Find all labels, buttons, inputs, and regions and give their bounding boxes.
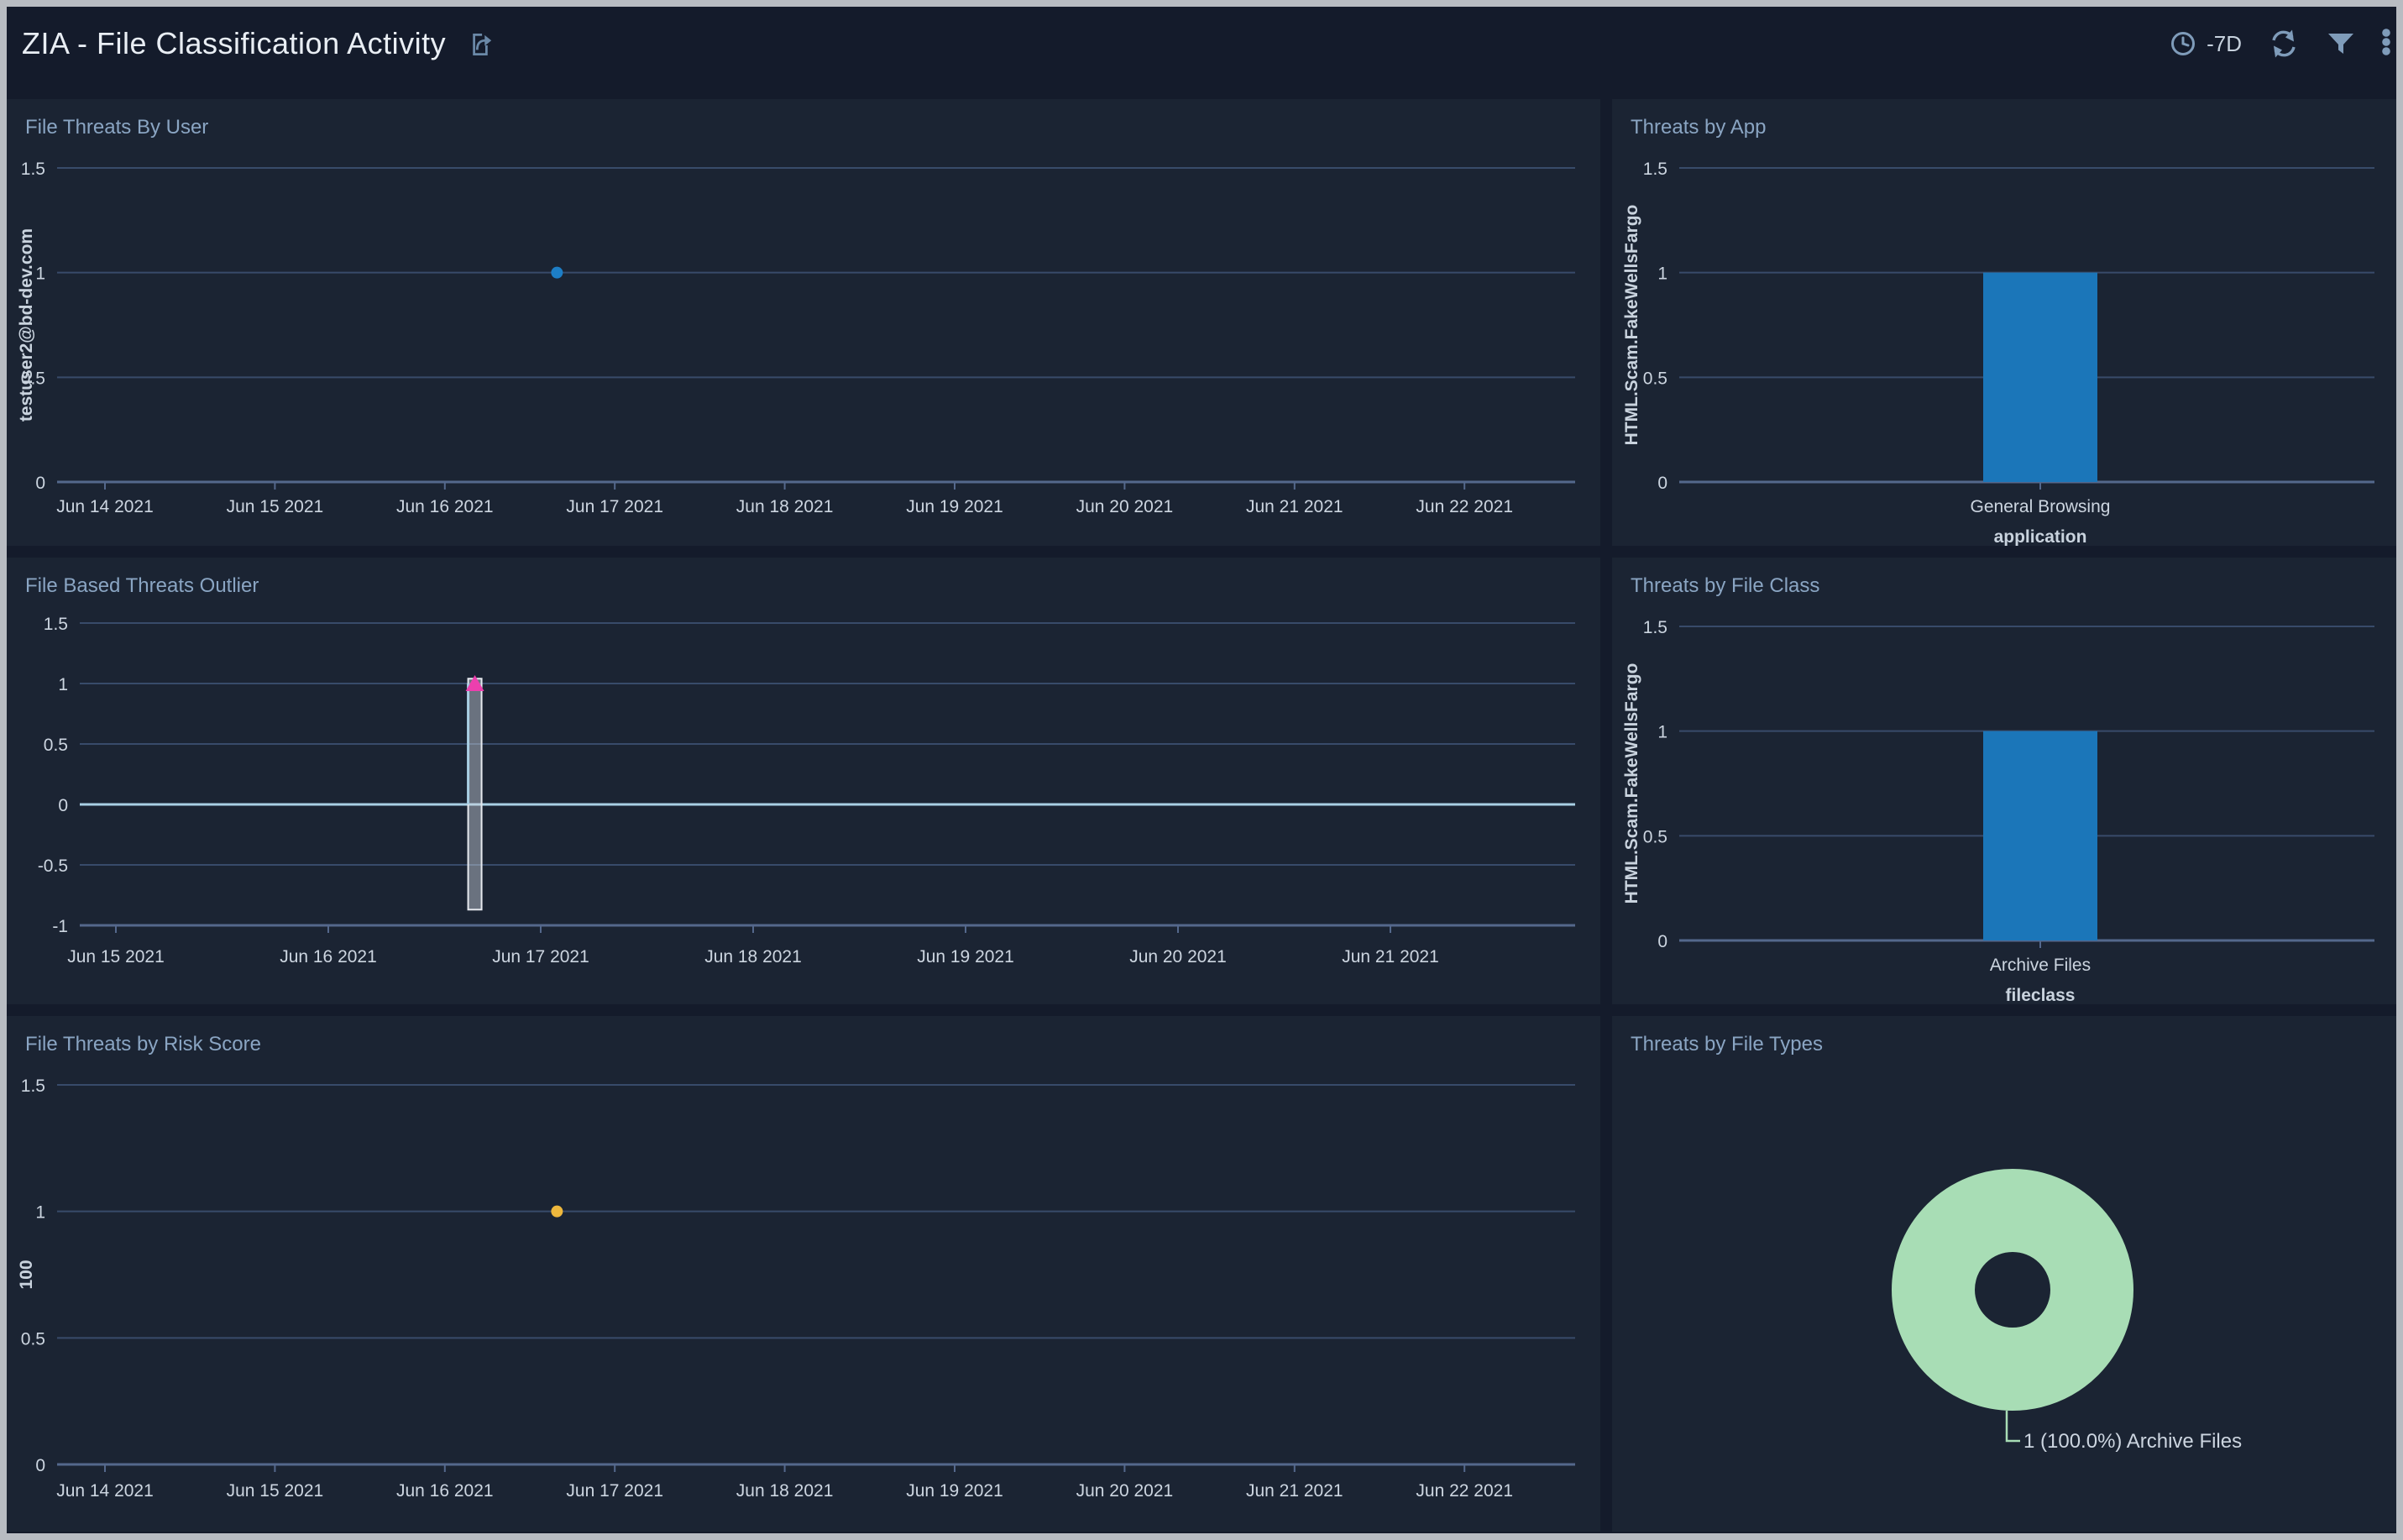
svg-text:Jun 22 2021: Jun 22 2021 bbox=[1416, 1481, 1513, 1501]
header-controls: -7D bbox=[2168, 27, 2393, 60]
svg-text:100: 100 bbox=[17, 1260, 36, 1289]
panel-title: Threats by File Types bbox=[1631, 1033, 1823, 1055]
svg-text:Jun 15 2021: Jun 15 2021 bbox=[227, 497, 324, 516]
svg-text:1: 1 bbox=[35, 1203, 45, 1223]
panel-threats-by-file-class: Threats by File Class 0 0.5 1 1.5 HTML.Scam.… bbox=[1612, 558, 2396, 1004]
file-threats-by-risk-score-chart[interactable]: 0 0.5 1 1.5 100 Jun 14 2021 Jun 15 2021 Jun 16 … bbox=[7, 1016, 1600, 1532]
svg-text:0: 0 bbox=[1657, 932, 1667, 951]
svg-text:1: 1 bbox=[1657, 723, 1667, 742]
kebab-menu-icon[interactable] bbox=[2381, 29, 2391, 59]
threats-by-file-class-chart[interactable]: 0 0.5 1 1.5 HTML.Scam.FakeWellsFargo Archive … bbox=[1612, 558, 2396, 1004]
svg-text:1.5: 1.5 bbox=[1643, 160, 1667, 179]
svg-text:Jun 14 2021: Jun 14 2021 bbox=[56, 497, 154, 516]
svg-text:1.5: 1.5 bbox=[21, 1076, 45, 1096]
panel-title: File Threats by Risk Score bbox=[25, 1033, 261, 1055]
svg-text:Jun 17 2021: Jun 17 2021 bbox=[566, 497, 663, 516]
svg-text:Jun 19 2021: Jun 19 2021 bbox=[917, 947, 1014, 966]
panel-threats-by-file-types: Threats by File Types 1 (100.0%) Archive… bbox=[1612, 1016, 2396, 1532]
dashboard: ZIA - File Classification Activity -7D bbox=[7, 7, 2396, 1533]
svg-text:Jun 18 2021: Jun 18 2021 bbox=[704, 947, 802, 966]
svg-text:Jun 15 2021: Jun 15 2021 bbox=[227, 1481, 324, 1501]
svg-text:1: 1 bbox=[58, 675, 68, 694]
svg-text:0.5: 0.5 bbox=[44, 736, 68, 755]
svg-text:Jun 16 2021: Jun 16 2021 bbox=[396, 497, 494, 516]
svg-text:Jun 19 2021: Jun 19 2021 bbox=[906, 497, 1003, 516]
threats-by-app-chart[interactable]: 0 0.5 1 1.5 HTML.Scam.FakeWellsFargo General … bbox=[1612, 99, 2396, 546]
svg-text:Jun 20 2021: Jun 20 2021 bbox=[1076, 497, 1174, 516]
share-icon[interactable] bbox=[464, 29, 496, 60]
svg-text:1.5: 1.5 bbox=[44, 615, 68, 634]
svg-text:Jun 16 2021: Jun 16 2021 bbox=[280, 947, 377, 966]
dashboard-title: ZIA - File Classification Activity bbox=[22, 26, 447, 60]
panel-title: File Threats By User bbox=[25, 116, 209, 139]
panel-grid: File Threats By User 0 0.5 1 1.5 testuser2@b… bbox=[7, 99, 2396, 1532]
svg-text:Jun 18 2021: Jun 18 2021 bbox=[736, 497, 834, 516]
svg-text:application: application bbox=[1994, 527, 2087, 546]
svg-text:-1: -1 bbox=[52, 917, 68, 936]
svg-text:Jun 19 2021: Jun 19 2021 bbox=[906, 1481, 1003, 1501]
svg-text:0: 0 bbox=[35, 474, 45, 493]
svg-text:testuser2@bd-dev.com: testuser2@bd-dev.com bbox=[17, 228, 36, 422]
svg-text:Jun 20 2021: Jun 20 2021 bbox=[1076, 1481, 1174, 1501]
svg-text:0: 0 bbox=[58, 796, 68, 815]
panel-file-threats-by-user: File Threats By User 0 0.5 1 1.5 testuser2@b… bbox=[7, 99, 1600, 546]
clock-icon bbox=[2171, 32, 2196, 55]
svg-text:0.5: 0.5 bbox=[21, 1329, 45, 1349]
svg-text:1 (100.0%) Archive Files: 1 (100.0%) Archive Files bbox=[2023, 1430, 2242, 1453]
svg-text:Jun 18 2021: Jun 18 2021 bbox=[736, 1481, 834, 1501]
panel-file-threats-by-risk-score: File Threats by Risk Score 0 0.5 1 1.5 100 Ju… bbox=[7, 1016, 1600, 1532]
svg-text:HTML.Scam.FakeWellsFargo: HTML.Scam.FakeWellsFargo bbox=[1622, 663, 1641, 904]
panel-title: Threats by File Class bbox=[1631, 574, 1820, 597]
svg-text:fileclass: fileclass bbox=[2006, 986, 2076, 1004]
file-threats-by-user-chart[interactable]: 0 0.5 1 1.5 testuser2@bd-dev.com Jun 14 2021 J… bbox=[7, 99, 1600, 546]
svg-text:0: 0 bbox=[1657, 474, 1667, 493]
refresh-icon[interactable] bbox=[2267, 27, 2301, 60]
svg-text:1: 1 bbox=[1657, 265, 1667, 284]
svg-text:Jun 17 2021: Jun 17 2021 bbox=[566, 1481, 663, 1501]
svg-text:1: 1 bbox=[35, 265, 45, 284]
svg-text:Jun 17 2021: Jun 17 2021 bbox=[492, 947, 589, 966]
svg-text:1.5: 1.5 bbox=[21, 160, 45, 179]
svg-text:0.5: 0.5 bbox=[1643, 369, 1667, 388]
panel-file-based-threats-outlier: File Based Threats Outlier -1 -0.5 0 0.5 1 1.… bbox=[7, 558, 1600, 1004]
svg-text:0.5: 0.5 bbox=[21, 369, 45, 388]
dashboard-header: ZIA - File Classification Activity -7D bbox=[7, 7, 2396, 99]
svg-text:Jun 15 2021: Jun 15 2021 bbox=[67, 947, 165, 966]
svg-text:Jun 16 2021: Jun 16 2021 bbox=[396, 1481, 494, 1501]
svg-text:General Browsing: General Browsing bbox=[1971, 497, 2111, 516]
filter-icon[interactable] bbox=[2326, 29, 2356, 59]
svg-text:1.5: 1.5 bbox=[1643, 618, 1667, 637]
svg-text:Jun 21 2021: Jun 21 2021 bbox=[1342, 947, 1439, 966]
time-range-control[interactable]: -7D bbox=[2168, 29, 2242, 59]
svg-text:-0.5: -0.5 bbox=[38, 856, 68, 876]
svg-text:Jun 21 2021: Jun 21 2021 bbox=[1246, 1481, 1343, 1501]
svg-text:0.5: 0.5 bbox=[1643, 827, 1667, 846]
svg-text:Jun 14 2021: Jun 14 2021 bbox=[56, 1481, 154, 1501]
threats-by-file-types-donut[interactable]: 1 (100.0%) Archive Files bbox=[1612, 1016, 2396, 1532]
share-button[interactable] bbox=[464, 29, 496, 60]
panel-title: Threats by App bbox=[1631, 116, 1767, 139]
svg-text:Jun 22 2021: Jun 22 2021 bbox=[1416, 497, 1513, 516]
svg-text:Jun 21 2021: Jun 21 2021 bbox=[1246, 497, 1343, 516]
file-based-threats-outlier-chart[interactable]: -1 -0.5 0 0.5 1 1.5 Jun 15 2021 Jun 16 2021 Jun … bbox=[7, 558, 1600, 1004]
panel-title: File Based Threats Outlier bbox=[25, 574, 259, 597]
panel-threats-by-app: Threats by App 0 0.5 1 1.5 HTML.Scam.FakeWel… bbox=[1612, 99, 2396, 546]
svg-text:Jun 20 2021: Jun 20 2021 bbox=[1129, 947, 1227, 966]
svg-text:Archive Files: Archive Files bbox=[1990, 956, 2091, 975]
svg-text:HTML.Scam.FakeWellsFargo: HTML.Scam.FakeWellsFargo bbox=[1622, 205, 1641, 446]
svg-text:0: 0 bbox=[35, 1456, 45, 1475]
time-range-label: -7D bbox=[2207, 30, 2242, 56]
